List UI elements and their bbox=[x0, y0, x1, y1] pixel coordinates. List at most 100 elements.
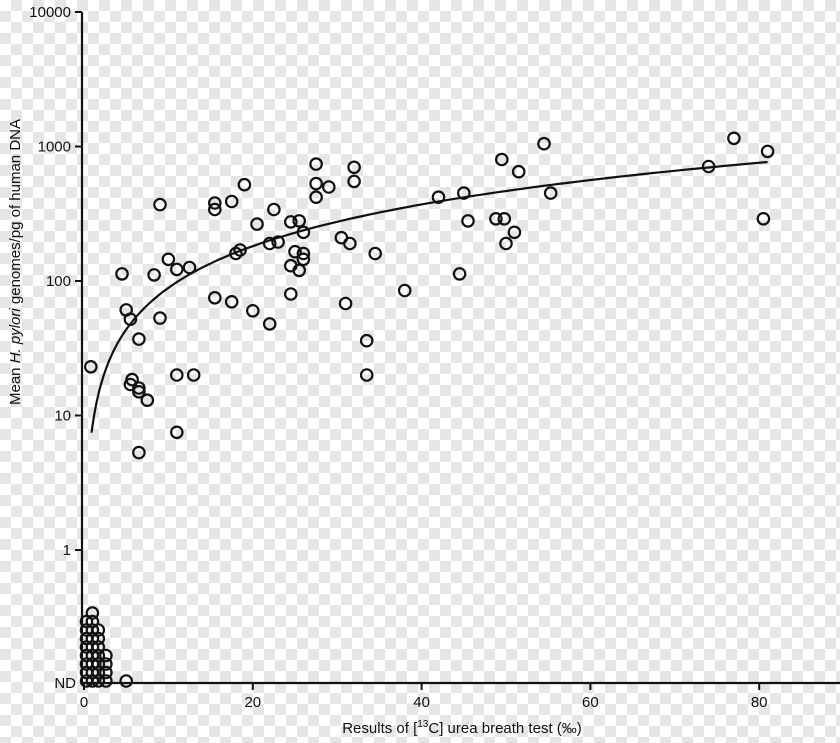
data-point bbox=[147, 268, 161, 282]
data-point bbox=[537, 136, 551, 151]
y-axis-title-italic: H. pylori bbox=[7, 308, 24, 364]
data-point bbox=[511, 164, 526, 179]
data-point bbox=[224, 194, 239, 209]
data-point bbox=[701, 159, 716, 174]
data-point bbox=[296, 225, 311, 240]
data-point bbox=[208, 196, 222, 210]
data-point bbox=[507, 225, 522, 240]
data-point bbox=[123, 312, 138, 326]
x-tick-label: 60 bbox=[582, 694, 599, 711]
data-point bbox=[431, 190, 446, 204]
data-point bbox=[368, 246, 382, 261]
data-point bbox=[499, 236, 513, 251]
nd-data-point bbox=[99, 674, 113, 688]
x-axis-title-superscript: 13 bbox=[417, 719, 429, 730]
data-point bbox=[397, 283, 412, 298]
y-nd-label: ND bbox=[54, 675, 76, 692]
data-point bbox=[208, 290, 222, 305]
data-point bbox=[262, 236, 277, 251]
y-tick-label: 10 bbox=[54, 408, 71, 425]
data-point bbox=[760, 144, 775, 159]
data-point bbox=[489, 212, 503, 226]
data-point bbox=[338, 296, 353, 311]
data-point bbox=[347, 174, 361, 189]
y-tick-label: 1 bbox=[63, 542, 71, 559]
x-axis-title: Results of [13C] urea breath test (‰) bbox=[342, 719, 582, 737]
data-point bbox=[208, 202, 222, 217]
data-point bbox=[321, 180, 336, 194]
y-axis: 1 10 100 1000 10000 ND Mean H. pylori genome… bbox=[7, 4, 84, 692]
data-point bbox=[461, 214, 475, 228]
nd-data-point bbox=[91, 648, 106, 663]
data-point bbox=[140, 393, 155, 407]
y-axis-title: Mean H. pylori genomes/pg of human DNA bbox=[7, 119, 24, 405]
data-point bbox=[292, 214, 306, 228]
data-point bbox=[309, 176, 323, 191]
data-point bbox=[132, 384, 146, 399]
y-tick-label: 1000 bbox=[38, 139, 71, 156]
data-point bbox=[296, 252, 311, 267]
data-point bbox=[271, 235, 285, 249]
data-point bbox=[727, 131, 741, 146]
nd-data-point bbox=[91, 623, 106, 637]
data-point bbox=[262, 317, 277, 331]
data-point bbox=[170, 368, 184, 382]
data-point bbox=[292, 263, 306, 278]
data-point bbox=[309, 190, 323, 204]
data-point bbox=[347, 160, 361, 175]
x-ticks: 0 20 40 60 80 bbox=[80, 683, 768, 711]
x-axis: 0 20 40 60 80 Results of [13C] urea breath t… bbox=[80, 681, 840, 737]
data-point bbox=[246, 303, 260, 318]
data-point bbox=[224, 294, 239, 309]
data-point bbox=[125, 372, 139, 387]
data-point bbox=[153, 311, 167, 325]
data-point bbox=[237, 177, 252, 192]
data-point bbox=[132, 381, 146, 395]
x-tick-label: 80 bbox=[751, 694, 768, 711]
data-point bbox=[115, 267, 129, 281]
data-point bbox=[182, 260, 197, 275]
nd-data-point bbox=[91, 665, 106, 680]
data-point bbox=[267, 202, 281, 217]
data-point bbox=[132, 332, 146, 346]
data-point bbox=[309, 157, 323, 171]
nd-data-point bbox=[99, 657, 113, 671]
nd-data-point bbox=[99, 665, 113, 680]
data-point bbox=[343, 236, 357, 251]
y-tick-label: 10000 bbox=[29, 4, 71, 21]
data-point bbox=[170, 425, 184, 440]
data-point bbox=[494, 152, 509, 167]
data-point bbox=[543, 186, 558, 200]
data-point bbox=[283, 215, 298, 229]
data-point bbox=[296, 246, 311, 261]
data-point bbox=[186, 368, 201, 382]
data-point bbox=[132, 445, 146, 460]
data-point bbox=[756, 212, 771, 226]
nd-data-point bbox=[91, 640, 106, 654]
data-point bbox=[497, 212, 512, 226]
data-point bbox=[250, 217, 264, 231]
data-point bbox=[161, 252, 176, 267]
y-tick-label: 100 bbox=[46, 273, 71, 290]
nd-data-point bbox=[91, 631, 106, 646]
nd-data-point bbox=[91, 674, 106, 688]
data-point bbox=[170, 262, 184, 277]
nd-data-point bbox=[91, 657, 106, 671]
data-point bbox=[359, 368, 374, 382]
nd-data-point bbox=[85, 606, 100, 620]
data-point bbox=[283, 287, 298, 301]
data-point bbox=[153, 197, 167, 212]
data-point bbox=[359, 333, 374, 348]
x-tick-label: 0 bbox=[80, 694, 88, 711]
nd-data-point bbox=[119, 674, 133, 688]
data-point bbox=[288, 244, 302, 259]
data-point bbox=[452, 267, 467, 281]
data-point bbox=[456, 186, 471, 200]
x-tick-label: 40 bbox=[413, 694, 430, 711]
data-point bbox=[84, 359, 98, 374]
data-point bbox=[233, 243, 247, 257]
y-ticks: 1 10 100 1000 10000 bbox=[29, 4, 82, 559]
fit-curve bbox=[90, 160, 768, 433]
nd-data-point bbox=[99, 648, 113, 663]
